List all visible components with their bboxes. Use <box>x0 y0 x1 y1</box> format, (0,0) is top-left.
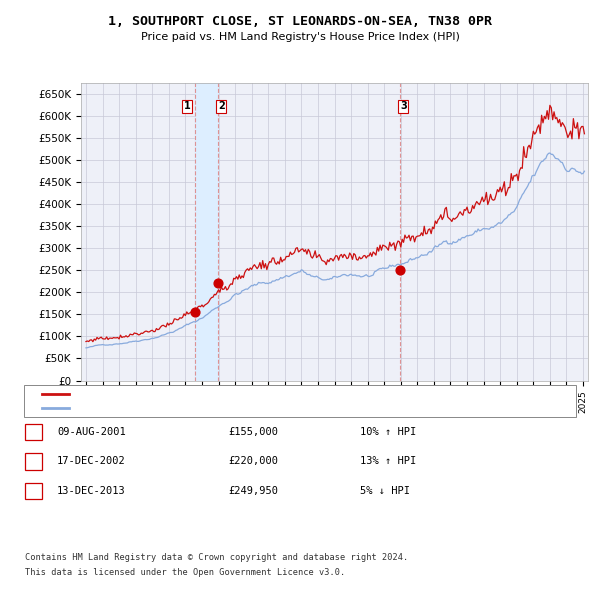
Text: 09-AUG-2001: 09-AUG-2001 <box>57 427 126 437</box>
Text: 10% ↑ HPI: 10% ↑ HPI <box>360 427 416 437</box>
Text: 3: 3 <box>31 486 37 496</box>
Text: Price paid vs. HM Land Registry's House Price Index (HPI): Price paid vs. HM Land Registry's House … <box>140 32 460 42</box>
Text: 13-DEC-2013: 13-DEC-2013 <box>57 486 126 496</box>
Point <box>213 278 223 288</box>
Text: 17-DEC-2002: 17-DEC-2002 <box>57 457 126 466</box>
Text: 3: 3 <box>400 101 407 112</box>
Point <box>395 266 405 275</box>
Bar <box>196 83 218 381</box>
Text: 13% ↑ HPI: 13% ↑ HPI <box>360 457 416 466</box>
Text: 1: 1 <box>184 101 190 112</box>
Text: 2: 2 <box>218 101 224 112</box>
Text: £249,950: £249,950 <box>228 486 278 496</box>
Point <box>191 307 200 317</box>
Text: £155,000: £155,000 <box>228 427 278 437</box>
Text: HPI: Average price, detached house, Hastings: HPI: Average price, detached house, Hast… <box>75 404 334 413</box>
Text: 1, SOUTHPORT CLOSE, ST LEONARDS-ON-SEA, TN38 0PR: 1, SOUTHPORT CLOSE, ST LEONARDS-ON-SEA, … <box>108 15 492 28</box>
Text: 1: 1 <box>31 427 37 437</box>
Text: Contains HM Land Registry data © Crown copyright and database right 2024.: Contains HM Land Registry data © Crown c… <box>25 553 409 562</box>
Text: 2: 2 <box>31 457 37 466</box>
Text: £220,000: £220,000 <box>228 457 278 466</box>
Text: 5% ↓ HPI: 5% ↓ HPI <box>360 486 410 496</box>
Text: 1, SOUTHPORT CLOSE, ST LEONARDS-ON-SEA, TN38 0PR (detached house): 1, SOUTHPORT CLOSE, ST LEONARDS-ON-SEA, … <box>75 389 457 398</box>
Text: This data is licensed under the Open Government Licence v3.0.: This data is licensed under the Open Gov… <box>25 568 346 577</box>
